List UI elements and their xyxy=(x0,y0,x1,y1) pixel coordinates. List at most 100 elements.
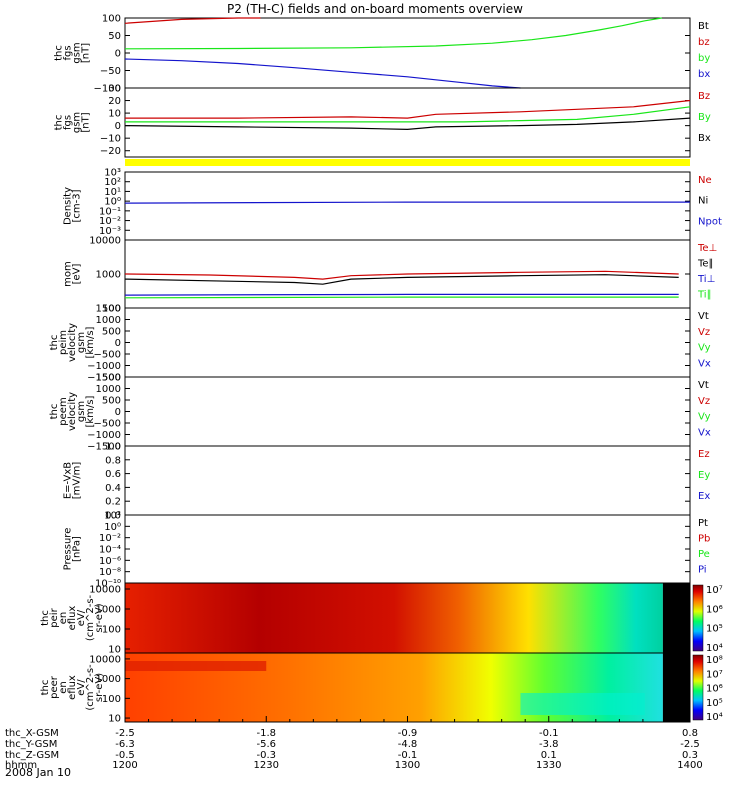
x-tick-label: -1.8 xyxy=(256,728,276,739)
y-axis-label-line: thc xyxy=(54,115,65,131)
y-tick-label: 10² xyxy=(104,511,121,522)
y-tick-label: 10³ xyxy=(104,168,121,179)
spectrogram-band xyxy=(520,693,645,715)
y-tick-label: 10 xyxy=(108,109,121,120)
y-tick-label: 0.0 xyxy=(105,511,121,522)
y-tick-label: 50 xyxy=(108,31,121,42)
y-axis-label-line: [nT] xyxy=(81,112,92,132)
y-tick-label: 1500 xyxy=(96,373,121,384)
legend-label: bz xyxy=(698,37,710,48)
colorbar-tick-label: 10⁸ xyxy=(706,655,723,666)
y-tick-label: 100 xyxy=(102,14,121,25)
y-axis-label-line: [eV] xyxy=(72,264,83,285)
y-axis-label: thcfgsgsm[nT] xyxy=(54,112,92,133)
y-tick-label: 0.8 xyxy=(105,455,121,466)
legend-label: Vz xyxy=(698,396,710,407)
series-line-by xyxy=(124,17,662,50)
y-tick-label: 1000 xyxy=(96,270,121,281)
y-axis-label-line: thc xyxy=(40,680,51,696)
legend-label: Bt xyxy=(698,21,709,32)
legend-label: Vx xyxy=(698,358,711,369)
colorbar-tick-label: 10⁷ xyxy=(706,669,723,680)
figure-title: P2 (TH-C) fields and on-board moments ov… xyxy=(227,2,523,16)
x-row-label: thc_X-GSM xyxy=(5,728,59,739)
legend-label: Vt xyxy=(698,311,709,322)
panel-peem-velocity: thcpeemvelocitygsm[km/s]150010005000−500… xyxy=(49,373,711,453)
y-axis-label-line: peem xyxy=(58,397,69,425)
y-axis-label-line: gsm xyxy=(76,401,87,422)
legend-label: Te∥ xyxy=(697,259,714,270)
y-axis-label-line: thc xyxy=(49,335,60,351)
series-line-Ti⊥ xyxy=(124,293,679,296)
y-tick-label: 10² xyxy=(104,177,121,188)
panel-frame xyxy=(124,376,691,447)
y-axis-label-line: (cm^2-s- xyxy=(85,664,96,711)
y-axis-label-line: eV/ xyxy=(76,609,87,626)
y-tick-label: −1000 xyxy=(87,430,121,441)
x-tick-label: 0.8 xyxy=(682,728,698,739)
y-axis-label-line: thc xyxy=(40,610,51,626)
y-tick-label: −20 xyxy=(100,146,121,157)
y-axis-label-line: [km/s] xyxy=(85,326,96,358)
x-tick-label: 1200 xyxy=(112,760,137,771)
y-tick-label: 0.6 xyxy=(105,469,121,480)
legend-label: Ti⊥ xyxy=(697,274,715,285)
legend-label: Ex xyxy=(698,491,710,502)
series-line-Te⊥ xyxy=(124,270,679,280)
spectrogram-band xyxy=(125,661,267,671)
colorbar-tick-label: 10⁶ xyxy=(706,684,723,695)
y-tick-label: 0 xyxy=(115,338,121,349)
legend-label: Pt xyxy=(698,518,708,529)
x-tick-label: -0.3 xyxy=(256,750,276,761)
y-tick-label: 1000 xyxy=(96,605,121,616)
y-tick-label: −1500 xyxy=(87,442,121,453)
legend-label: Vz xyxy=(698,327,710,338)
panel-fgs-full: thcfgsgsm[nT] 100 50 0 −50 −100 Bt bz by bx xyxy=(54,14,711,95)
y-tick-label: 10⁻¹ xyxy=(99,206,121,217)
series-line-Bz xyxy=(125,99,691,119)
y-tick-label: −1500 xyxy=(87,373,121,384)
x-tick-label: -0.9 xyxy=(398,728,418,739)
y-axis-label-line: Density xyxy=(63,187,74,225)
panel-peir-spectrogram: thcpeirenefluxeV/(cm^2-s-sr-eV)100001000… xyxy=(40,582,723,656)
legend-label: bx xyxy=(698,69,710,80)
y-tick-label: 10⁻² xyxy=(99,216,121,227)
y-axis-label: E=-VxB[mV/m] xyxy=(63,462,83,500)
y-tick-label: −1000 xyxy=(87,361,121,372)
x-tick-label: 0.3 xyxy=(682,750,698,761)
colorbar-tick-label: 10⁶ xyxy=(706,604,723,615)
x-tick-label: -4.8 xyxy=(398,739,418,750)
panel-frame xyxy=(124,307,691,378)
series-line-Npot xyxy=(124,201,690,204)
x-tick-label: -2.5 xyxy=(680,739,700,750)
y-tick-label: −10 xyxy=(100,134,121,145)
series-line-bz xyxy=(124,17,261,24)
y-axis-label: Pressure[nPa] xyxy=(63,528,83,571)
x-row-label: hhmm xyxy=(5,760,37,771)
panel-temperature: mom[eV] 10000 1000 100 Te⊥ Te∥ Ti⊥ Ti∥ xyxy=(63,236,718,315)
legend-label: Ti∥ xyxy=(697,290,712,301)
y-axis-label-line: mom xyxy=(63,261,74,287)
y-axis-label-line: sr-eV) xyxy=(94,673,105,702)
y-tick-label: 30 xyxy=(108,84,121,95)
panel-frame xyxy=(124,445,691,516)
panel-frame xyxy=(124,514,691,584)
y-axis-label: thcpeemvelocitygsm[km/s] xyxy=(49,392,96,431)
y-axis-label-line: velocity xyxy=(67,392,78,431)
spectrogram-gap xyxy=(662,653,690,722)
y-tick-label: 20 xyxy=(108,96,121,107)
y-tick-label: 10⁻⁶ xyxy=(99,556,121,567)
x-tick-label: -2.5 xyxy=(115,728,135,739)
y-tick-label: 10⁻⁸ xyxy=(99,567,121,578)
colorbar-tick-label: 10⁵ xyxy=(706,698,723,709)
y-axis-label-line: fgs xyxy=(63,115,74,130)
date-label: 2008 Jan 10 xyxy=(5,766,71,779)
y-tick-label: 10⁰ xyxy=(104,197,121,208)
series-line-Ti∥ xyxy=(124,296,679,299)
y-tick-label: 500 xyxy=(102,327,121,338)
y-axis-label-line: E=-VxB xyxy=(63,462,74,499)
y-tick-label: 0 xyxy=(115,407,121,418)
panel-peer-spectrogram: thcpeerenefluxeV/(cm^2-s-sr-eV)100001000… xyxy=(40,652,723,725)
